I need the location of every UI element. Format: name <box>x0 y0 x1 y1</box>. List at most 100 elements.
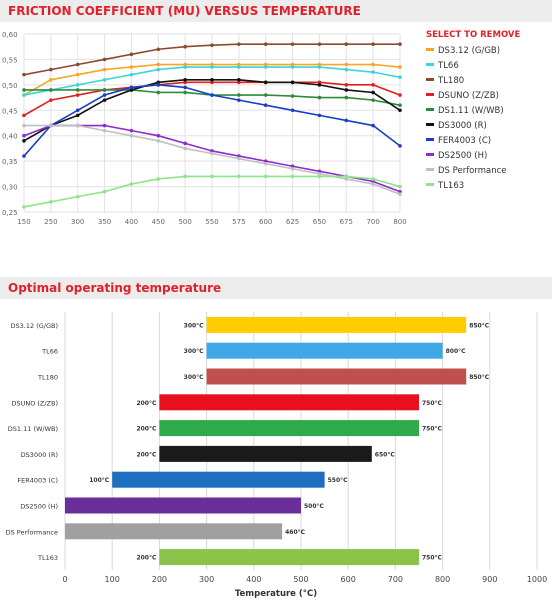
category-label: TL163 <box>37 554 58 562</box>
x-tick-label: 625 <box>286 218 299 226</box>
data-point <box>344 95 349 100</box>
data-point <box>290 42 295 46</box>
data-point <box>398 192 402 196</box>
data-point <box>263 65 268 69</box>
data-point <box>317 83 322 87</box>
legend-label: DS Performance <box>438 166 507 176</box>
data-point <box>210 43 214 47</box>
data-point <box>263 159 268 163</box>
legend-item[interactable]: DS2500 (H) <box>426 151 487 161</box>
line-chart-title: FRICTION COEFFICIENT (MU) VERSUS TEMPERA… <box>0 0 552 22</box>
data-point <box>237 156 241 161</box>
data-point <box>317 65 322 69</box>
bar-end-label: 850°C <box>469 322 490 329</box>
data-point <box>344 88 349 92</box>
data-point <box>237 62 241 67</box>
series-2 <box>22 42 402 77</box>
data-point <box>398 144 402 148</box>
legend-label: DS3000 (R) <box>438 121 487 131</box>
data-point <box>263 80 268 85</box>
bar-start-label: 200°C <box>136 555 157 562</box>
data-point <box>210 174 214 179</box>
data-point <box>317 42 322 46</box>
x-tick-label: 450 <box>152 218 165 226</box>
category-label: DS Performance <box>6 528 58 536</box>
bar <box>112 471 325 488</box>
x-tick-label: 700 <box>366 218 379 226</box>
data-point <box>398 42 402 46</box>
data-point <box>75 113 80 118</box>
legend-label: DS2500 (H) <box>438 151 487 161</box>
legend-swatch <box>426 108 434 111</box>
data-point <box>22 154 26 158</box>
legend-item[interactable]: TL163 <box>426 181 464 191</box>
data-point <box>49 98 53 102</box>
series-8 <box>22 123 402 196</box>
bar <box>65 523 283 540</box>
legend-item[interactable]: TL66 <box>426 61 459 71</box>
data-point <box>263 93 268 97</box>
legend-item[interactable]: DSUNO (Z/ZB) <box>426 91 499 101</box>
legend-item[interactable]: DS1.11 (W/WB) <box>426 106 504 116</box>
bar-end-label: 550°C <box>328 477 349 484</box>
data-point <box>398 103 402 107</box>
data-point <box>210 93 214 97</box>
data-point <box>398 189 402 194</box>
y-tick-label: 0,30 <box>2 184 18 192</box>
data-point <box>344 42 349 46</box>
bar-end-label: 800°C <box>446 348 467 355</box>
legend-item[interactable]: DS3.12 (G/GB) <box>426 46 500 56</box>
data-point <box>22 205 26 209</box>
legend-swatch <box>426 63 434 66</box>
data-point <box>237 98 241 102</box>
legend-label: DS3.12 (G/GB) <box>438 46 500 56</box>
bar-end-label: 460°C <box>285 529 306 536</box>
legend-item[interactable]: DS Performance <box>426 166 507 176</box>
data-point <box>102 88 107 92</box>
data-point <box>263 161 268 166</box>
x-tick-label: 600 <box>341 575 356 584</box>
legend-item[interactable]: TL180 <box>426 76 464 86</box>
data-point <box>156 62 161 67</box>
y-tick-label: 0,55 <box>2 56 18 64</box>
data-point <box>210 151 214 156</box>
data-point <box>317 174 322 179</box>
x-tick-label: 500 <box>293 575 308 584</box>
x-tick-label: 550 <box>205 218 218 226</box>
data-point <box>290 94 295 98</box>
data-point <box>237 154 241 158</box>
data-point <box>75 108 80 113</box>
x-tick-label: 200 <box>152 575 167 584</box>
data-point <box>371 90 375 95</box>
bar-end-label: 850°C <box>469 374 490 381</box>
bar-end-label: 650°C <box>375 451 396 458</box>
category-label: DS3000 (R) <box>21 451 58 459</box>
data-point <box>317 80 322 85</box>
data-point <box>317 95 322 100</box>
data-point <box>398 75 402 80</box>
data-point <box>156 47 161 52</box>
data-point <box>237 77 241 82</box>
data-point <box>371 62 375 67</box>
data-point <box>183 62 187 67</box>
bar-start-label: 200°C <box>136 400 157 407</box>
data-point <box>129 182 134 186</box>
data-point <box>102 123 107 128</box>
bar-end-label: 750°C <box>422 400 443 407</box>
data-point <box>75 62 80 67</box>
data-point <box>183 146 187 151</box>
legend-item[interactable]: DS3000 (R) <box>426 121 487 131</box>
legend-swatch <box>426 138 434 141</box>
data-point <box>49 67 53 72</box>
legend-swatch <box>426 78 434 81</box>
data-point <box>129 85 134 90</box>
series-5 <box>22 77 402 143</box>
x-tick-label: 150 <box>17 218 30 226</box>
data-point <box>371 182 375 186</box>
data-point <box>317 172 322 176</box>
data-point <box>129 133 134 138</box>
bar-start-label: 300°C <box>184 348 205 355</box>
legend-item[interactable]: FER4003 (C) <box>426 136 491 146</box>
x-tick-label: 400 <box>125 218 138 226</box>
data-point <box>102 77 107 82</box>
